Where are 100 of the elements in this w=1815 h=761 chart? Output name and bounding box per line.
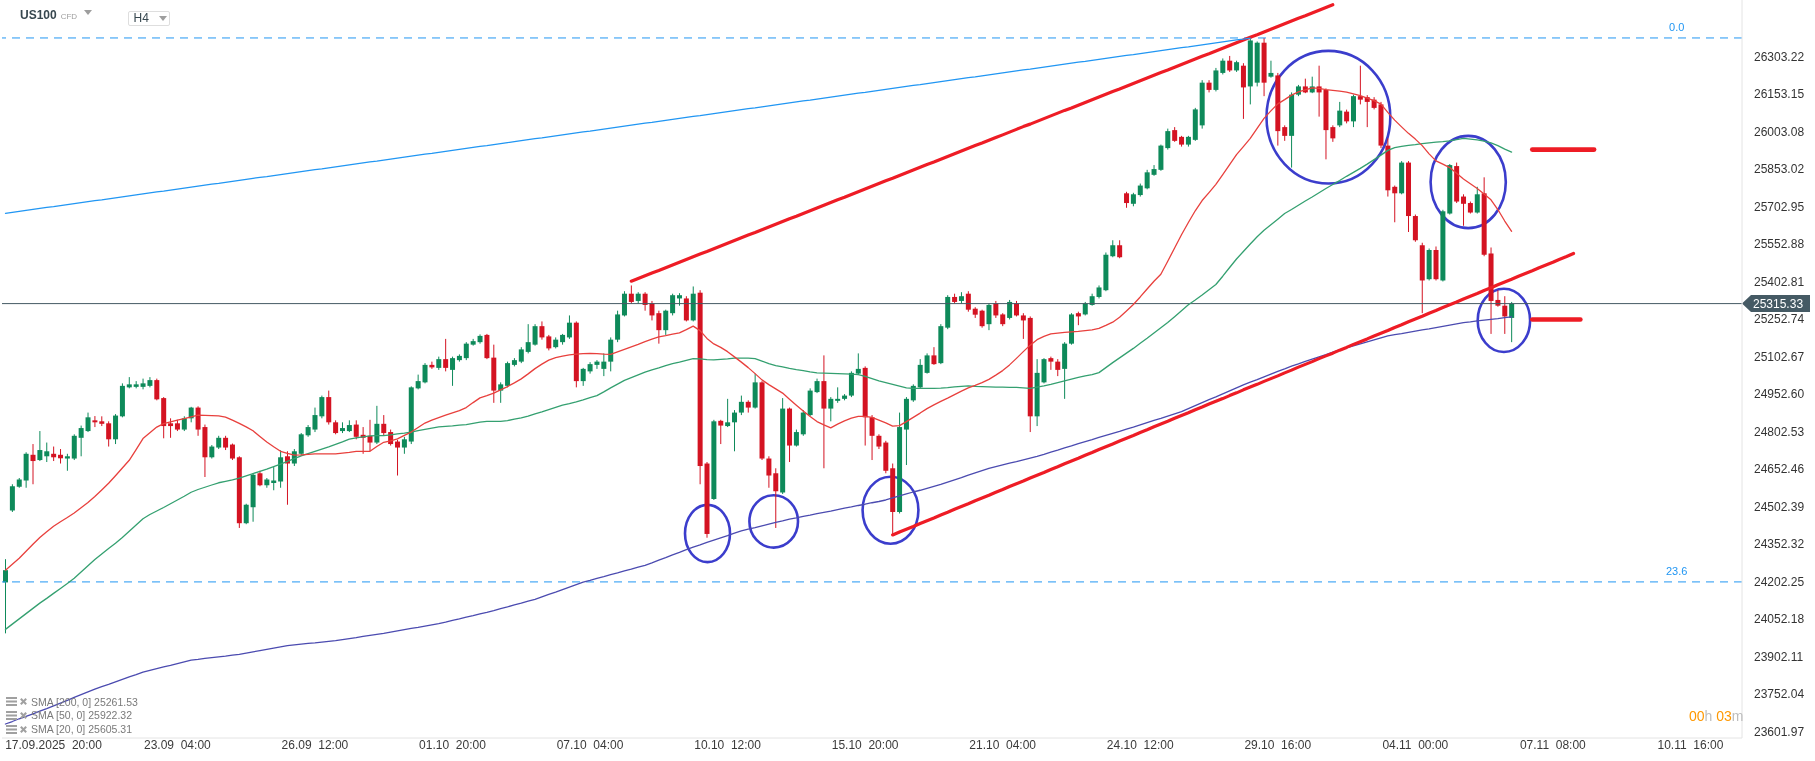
x-tick-label: 24.10 12:00 xyxy=(1106,738,1174,752)
candlestick xyxy=(1357,65,1363,105)
annotation: SMA [50, 0] 25922.32 xyxy=(31,708,132,723)
x-tick-label: 04.11 00:00 xyxy=(1382,738,1449,752)
candlestick xyxy=(1020,312,1026,340)
candlestick xyxy=(608,336,614,372)
candlestick xyxy=(71,433,77,461)
candlestick xyxy=(243,503,249,525)
dropdown-box: H4 xyxy=(127,10,170,26)
candlestick xyxy=(965,290,971,313)
candlestick xyxy=(367,419,373,452)
candlestick xyxy=(106,420,112,448)
y-tick-label: 23752.04 xyxy=(1754,687,1805,702)
candlestick xyxy=(30,443,36,485)
candlestick xyxy=(284,450,290,506)
candlestick xyxy=(505,361,511,388)
y-tick-label: 26303.22 xyxy=(1754,49,1805,64)
candlestick xyxy=(828,396,834,422)
candlestick xyxy=(1240,62,1246,120)
candlestick xyxy=(1268,60,1274,79)
y-tick-label: 24202.25 xyxy=(1754,574,1805,589)
y-tick-label: 25702.95 xyxy=(1754,199,1805,214)
candlestick xyxy=(732,409,738,452)
x-tick-label: 10.10 12:00 xyxy=(694,738,762,752)
candlestick xyxy=(766,455,772,489)
y-tick-label: 25853.02 xyxy=(1754,162,1805,177)
candlestick xyxy=(37,430,43,462)
candlestick xyxy=(1144,169,1150,190)
candlestick xyxy=(1007,299,1013,320)
x-tick-label: 26.09 12:00 xyxy=(281,738,349,752)
candlestick xyxy=(395,439,401,477)
line-series xyxy=(629,3,1335,283)
candlestick xyxy=(3,558,8,634)
candlestick xyxy=(415,374,421,390)
candlestick xyxy=(663,309,669,336)
y-tick-label: 25402.81 xyxy=(1754,274,1805,289)
candlestick xyxy=(835,386,841,404)
candlestick xyxy=(1392,185,1398,223)
candlestick xyxy=(1165,128,1171,151)
x-tick-label: 29.10 16:00 xyxy=(1244,738,1312,752)
annotation: SMA [20, 0] 25605.31 xyxy=(31,722,132,737)
candlestick xyxy=(168,417,174,439)
candlestick xyxy=(78,425,84,457)
x-tick-label: 23.09 04:00 xyxy=(144,738,212,752)
candlestick xyxy=(869,414,875,461)
y-tick-label: 24802.53 xyxy=(1754,424,1805,439)
y-tick-label: 26153.15 xyxy=(1754,87,1805,102)
candlestick xyxy=(1337,101,1343,128)
candlestick xyxy=(381,414,387,436)
candlestick xyxy=(670,293,676,316)
x-tick-label: 21.10 04:00 xyxy=(969,738,1037,752)
candlestick xyxy=(986,302,992,331)
y-tick-label: 25252.74 xyxy=(1754,312,1805,327)
y-tick-label: 26003.08 xyxy=(1754,124,1805,139)
candlestick xyxy=(800,409,806,437)
y-tick-label: 24652.46 xyxy=(1754,462,1805,477)
candlestick xyxy=(924,352,930,375)
x-tick-label: 07.11 08:00 xyxy=(1519,738,1587,752)
y-tick-label: 24502.39 xyxy=(1754,499,1805,514)
candlestick xyxy=(92,415,98,428)
text: US100 xyxy=(20,8,57,23)
x-tick-label: 15.10 20:00 xyxy=(831,738,899,752)
ref-line-label: 25315.33 xyxy=(1753,296,1804,311)
y-tick-label: 23601.97 xyxy=(1754,724,1805,739)
y-tick-label: 25552.88 xyxy=(1754,237,1805,252)
line-series xyxy=(891,251,1576,537)
candlestick xyxy=(525,323,531,354)
candlestick xyxy=(443,338,449,372)
y-tick-label: 25102.67 xyxy=(1754,349,1805,364)
candlestick xyxy=(539,320,545,341)
candlestick xyxy=(1474,186,1480,215)
annotation: 00h 03m xyxy=(1689,708,1744,724)
candlestick xyxy=(44,442,50,463)
candlestick xyxy=(601,352,607,377)
annotation: 0.0 xyxy=(1669,20,1685,33)
y-tick-label: 24352.32 xyxy=(1754,537,1805,552)
x-tick-label: 07.10 04:00 xyxy=(556,738,624,752)
candlestick xyxy=(773,467,779,529)
candlestick xyxy=(566,314,572,340)
candlestick xyxy=(374,405,380,445)
candlestick xyxy=(532,323,538,347)
y-tick-label: 24052.18 xyxy=(1754,612,1805,627)
candlestick xyxy=(1461,193,1467,227)
candlestick xyxy=(1048,356,1054,371)
candlestick xyxy=(718,419,724,445)
candlestick xyxy=(484,333,490,360)
candlestick xyxy=(931,346,937,366)
annotation: H4 xyxy=(133,10,149,25)
text: CFD xyxy=(60,11,78,23)
candlestick xyxy=(154,378,160,401)
candlestick xyxy=(1213,67,1219,92)
candlestick xyxy=(1502,295,1508,335)
candlestick xyxy=(422,362,428,384)
candlestick xyxy=(656,310,662,345)
x-tick-label: 10.11 16:00 xyxy=(1657,738,1724,752)
candlestick xyxy=(113,413,119,445)
y-tick-label: 24952.60 xyxy=(1754,387,1805,402)
candlestick xyxy=(848,370,854,398)
candlestick xyxy=(353,419,359,440)
x-tick-label: 01.10 20:00 xyxy=(419,738,487,752)
